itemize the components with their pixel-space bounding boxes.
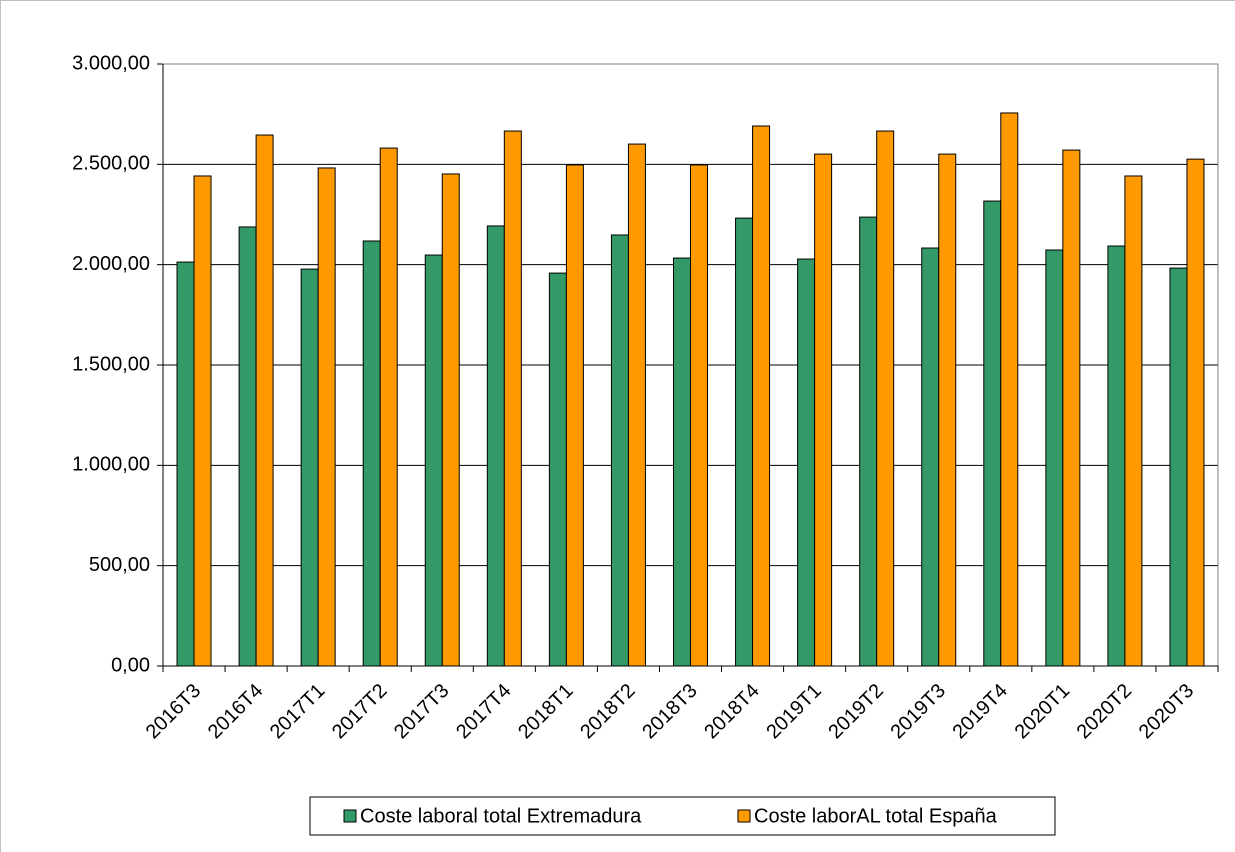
bar (1107, 245, 1126, 667)
bar (379, 147, 398, 667)
x-tick-label: 2017T4 (452, 680, 516, 744)
bar (797, 258, 816, 667)
x-tick-label: 2018T3 (638, 680, 702, 744)
bar (1045, 249, 1064, 667)
bar (814, 153, 833, 667)
x-tick-label: 2019T1 (762, 680, 826, 744)
bar (565, 164, 584, 667)
bar (921, 247, 940, 667)
x-tick-label: 2019T4 (949, 680, 1013, 744)
x-tick-label: 2016T4 (204, 680, 268, 744)
y-tick-label: 1.000,00 (72, 454, 150, 476)
bar (610, 234, 629, 667)
bar (255, 134, 274, 667)
bar (193, 175, 212, 667)
y-tick-label: 0,00 (111, 654, 150, 676)
bar (441, 173, 460, 667)
bar (317, 167, 336, 667)
bar (238, 226, 257, 667)
legend-label: Coste laborAL total España (754, 805, 998, 827)
y-tick-label: 2.500,00 (72, 153, 150, 175)
bar (176, 261, 195, 667)
x-tick-label: 2019T2 (824, 680, 888, 744)
y-tick-label: 3.000,00 (72, 52, 150, 74)
bar (1124, 175, 1143, 667)
x-tick-label: 2019T3 (886, 680, 950, 744)
bar (1062, 149, 1081, 667)
bar (424, 254, 443, 667)
x-tick-label: 2017T3 (390, 680, 454, 744)
bar (300, 268, 319, 667)
legend-swatch (737, 809, 751, 823)
x-tick-label: 2016T3 (142, 680, 206, 744)
bar (486, 225, 505, 667)
y-tick-label: 2.000,00 (72, 253, 150, 275)
bar (362, 240, 381, 667)
bar (548, 272, 567, 667)
x-tick-label: 2020T3 (1135, 680, 1199, 744)
y-tick-label: 500,00 (89, 554, 150, 576)
bar (503, 130, 522, 667)
bar (1169, 267, 1188, 667)
bar (876, 130, 895, 667)
x-tick-label: 2017T1 (266, 680, 330, 744)
x-tick-label: 2018T2 (576, 680, 640, 744)
bar (673, 257, 691, 667)
bar (1186, 158, 1205, 667)
x-tick-label: 2017T2 (328, 680, 392, 744)
bar (735, 217, 754, 667)
x-tick-label: 2018T1 (514, 680, 578, 744)
bar (1000, 112, 1019, 667)
bar (627, 143, 646, 667)
legend-box (309, 796, 1056, 836)
legend-label: Coste laboral total Extremadura (360, 805, 642, 827)
x-tick-label: 2018T4 (700, 680, 764, 744)
legend-swatch (343, 809, 357, 823)
x-tick-label: 2020T2 (1073, 680, 1137, 744)
y-tick-label: 1.500,00 (72, 353, 150, 375)
bar (859, 216, 878, 667)
bar (752, 125, 771, 667)
x-tick-label: 2020T1 (1011, 680, 1075, 744)
bar (983, 200, 1002, 667)
bar (938, 153, 957, 667)
bar (690, 164, 708, 667)
